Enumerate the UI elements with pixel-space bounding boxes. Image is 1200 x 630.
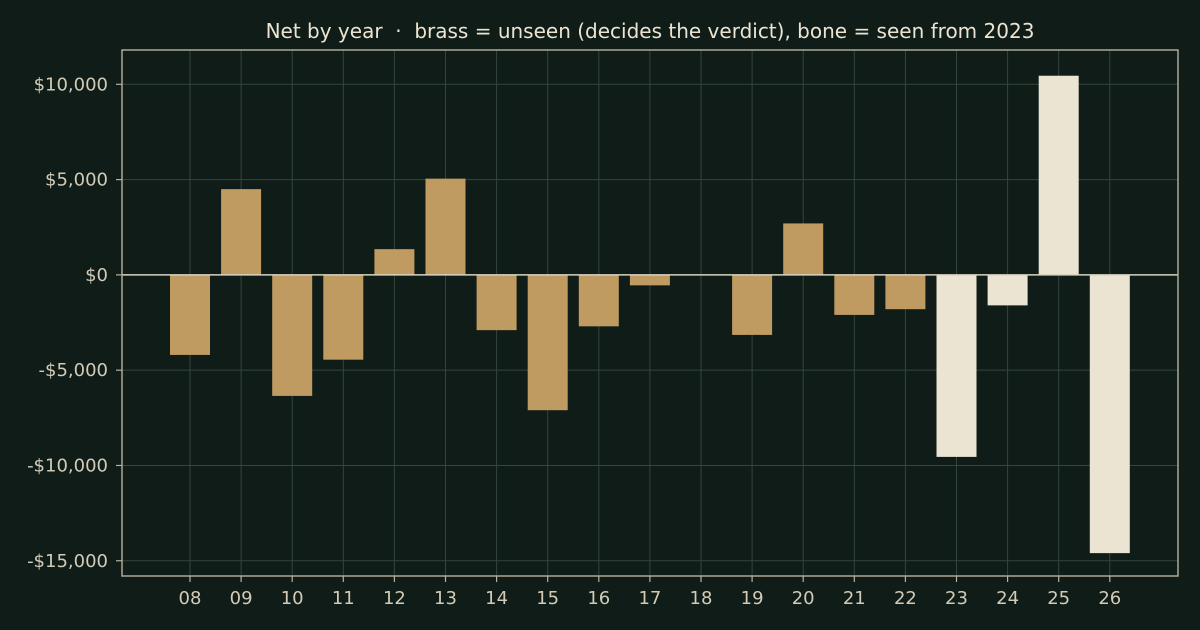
x-tick-label: 23 <box>945 588 968 609</box>
x-tick-label: 25 <box>1047 588 1070 609</box>
bar-23 <box>936 274 977 457</box>
x-tick-label: 17 <box>638 588 661 609</box>
chart-title: Net by year · brass = unseen (decides th… <box>266 19 1035 43</box>
bar-25 <box>1038 75 1079 275</box>
x-tick-label: 18 <box>690 588 713 609</box>
bar-14 <box>476 274 517 331</box>
bar-08 <box>170 274 210 355</box>
y-axis-ticks: $10,000 $5,000 $0 -$5,000 -$10,000 -$15,000 <box>27 74 122 572</box>
x-tick-label: 08 <box>179 588 202 609</box>
bar-26 <box>1089 274 1130 554</box>
bar-24 <box>987 274 1028 306</box>
x-tick-label: 20 <box>792 588 815 609</box>
x-tick-label: 10 <box>281 588 304 609</box>
y-tick-label: $5,000 <box>45 170 108 191</box>
x-tick-label: 19 <box>741 588 764 609</box>
y-tick-label: -$10,000 <box>27 455 108 476</box>
bar-17 <box>629 274 670 286</box>
x-axis-ticks: 08 09 10 11 12 13 14 15 16 17 18 19 20 21 22 23 24 25 26 <box>179 576 1121 609</box>
bar-11 <box>323 274 364 360</box>
bar-12 <box>374 249 415 275</box>
x-tick-label: 14 <box>485 588 508 609</box>
x-tick-label: 12 <box>383 588 406 609</box>
x-tick-label: 13 <box>434 588 457 609</box>
y-tick-label: -$5,000 <box>39 360 108 381</box>
x-tick-label: 26 <box>1098 588 1121 609</box>
y-tick-label: $0 <box>85 265 108 286</box>
x-tick-label: 16 <box>587 588 610 609</box>
y-tick-label: -$15,000 <box>27 551 108 572</box>
bar-09 <box>221 189 262 275</box>
x-tick-label: 22 <box>894 588 917 609</box>
bars <box>170 75 1130 554</box>
y-tick-label: $10,000 <box>34 74 108 95</box>
bar-21 <box>834 274 875 315</box>
bar-16 <box>578 274 619 327</box>
bar-13 <box>425 178 466 275</box>
bar-15 <box>527 274 568 411</box>
bar-19 <box>732 274 773 335</box>
x-tick-label: 21 <box>843 588 866 609</box>
x-tick-label: 09 <box>230 588 253 609</box>
bar-22 <box>885 274 926 310</box>
bar-10 <box>272 274 313 396</box>
bar-20 <box>783 223 824 275</box>
x-tick-label: 11 <box>332 588 355 609</box>
x-tick-label: 24 <box>996 588 1019 609</box>
x-tick-label: 15 <box>536 588 559 609</box>
